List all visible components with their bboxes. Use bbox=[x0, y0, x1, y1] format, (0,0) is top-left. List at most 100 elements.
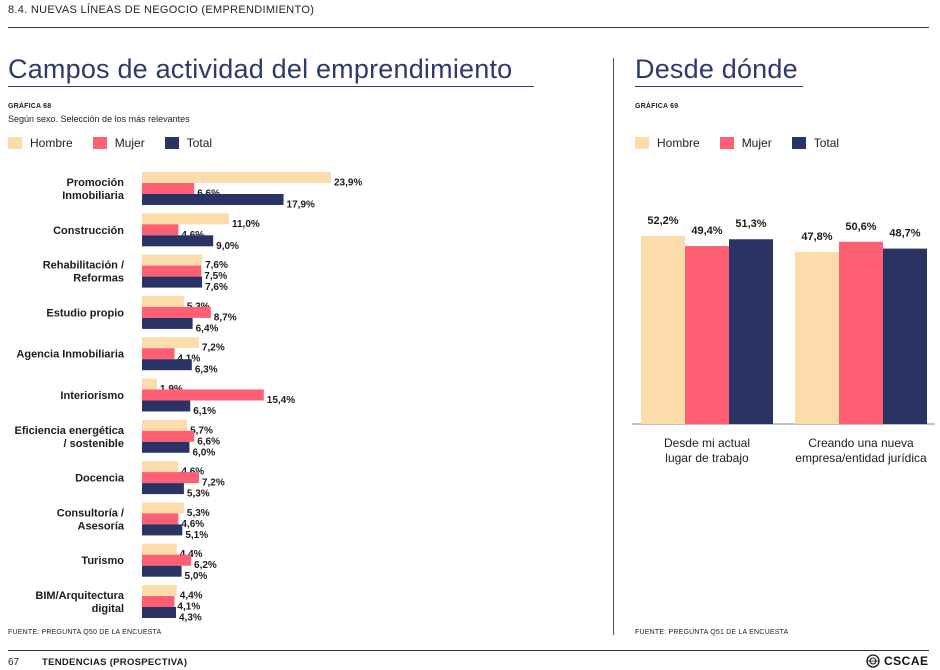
column-group-1: 47,8% 50,6% 48,7% Creando una nuevaempresa/… bbox=[795, 221, 927, 465]
left-figure-number: GRÁFICA 68 bbox=[8, 103, 52, 110]
bar-total bbox=[142, 607, 177, 618]
cscae-emblem-icon bbox=[866, 654, 880, 668]
category-label: BIM/Arquitectura bbox=[35, 590, 125, 602]
legend-swatch-mujer bbox=[719, 137, 734, 149]
data-label: 4,3% bbox=[179, 613, 202, 624]
right-figure-number: GRÁFICA 69 bbox=[635, 103, 679, 110]
left-source-note: FUENTE: PREGUNTA Q50 DE LA ENCUESTA bbox=[8, 629, 162, 636]
data-label: 5,0% bbox=[185, 571, 208, 582]
category-label: Construcción bbox=[53, 225, 124, 237]
left-legend: Hombre Mujer Total bbox=[8, 136, 232, 150]
data-label: 49,4% bbox=[691, 225, 722, 237]
column-hombre bbox=[641, 236, 685, 424]
data-label: 5,1% bbox=[185, 530, 208, 541]
bar-hombre bbox=[142, 419, 188, 431]
category-label: Agencia Inmobiliaria bbox=[16, 349, 124, 361]
data-label: 7,5% bbox=[204, 271, 227, 282]
data-label: 6,4% bbox=[196, 323, 219, 334]
right-title-underline bbox=[635, 86, 803, 87]
category-label: Eficiencia energética bbox=[15, 425, 125, 437]
category-label: Desde mi actual bbox=[664, 436, 750, 450]
category-label: / sostenible bbox=[63, 438, 124, 450]
category-label: digital bbox=[92, 603, 124, 615]
bar-group-7: Docencia4,6%7,2%5,3% bbox=[75, 461, 225, 500]
bar-mujer bbox=[142, 554, 192, 566]
data-label: 4,1% bbox=[177, 602, 200, 613]
data-label: 51,3% bbox=[735, 218, 766, 230]
bar-total bbox=[142, 483, 184, 495]
legend-item-mujer: Mujer bbox=[719, 136, 772, 150]
data-label: 5,3% bbox=[187, 489, 210, 500]
section-title: 8.4. NUEVAS LÍNEAS DE NEGOCIO (EMPRENDIM… bbox=[8, 4, 315, 16]
legend-label-hombre: Hombre bbox=[30, 136, 73, 150]
data-label: 50,6% bbox=[845, 221, 876, 233]
bar-total bbox=[142, 317, 193, 329]
right-chart-title: Desde dónde bbox=[635, 54, 798, 84]
column-mujer bbox=[839, 241, 883, 424]
bar-hombre bbox=[142, 502, 184, 514]
data-label: 9,0% bbox=[216, 241, 239, 252]
legend-swatch-total bbox=[791, 137, 806, 149]
data-label: 4,4% bbox=[180, 591, 203, 602]
category-label: Docencia bbox=[75, 473, 125, 485]
category-label: Rehabilitación / bbox=[43, 260, 124, 272]
category-label: Interiorismo bbox=[60, 390, 124, 402]
legend-item-hombre: Hombre bbox=[635, 136, 700, 150]
data-label: 23,9% bbox=[334, 178, 362, 189]
legend-label-mujer: Mujer bbox=[114, 136, 145, 150]
bar-hombre bbox=[142, 585, 177, 596]
cscae-logo: CSCAE bbox=[866, 654, 929, 668]
footer-divider bbox=[8, 650, 929, 651]
bar-hombre bbox=[142, 543, 177, 555]
data-label: 7,2% bbox=[202, 343, 225, 354]
bar-total bbox=[142, 524, 183, 536]
logo-text: CSCAE bbox=[884, 654, 929, 668]
right-source-note: FUENTE: PREGUNTA Q51 DE LA ENCUESTA bbox=[635, 629, 789, 636]
bar-total bbox=[142, 276, 203, 288]
data-label: 8,7% bbox=[214, 312, 237, 323]
left-title-underline bbox=[8, 86, 534, 87]
bar-group-6: Eficiencia energética/ sostenible 5,7%6,6… bbox=[15, 419, 220, 458]
column-mujer bbox=[685, 246, 729, 424]
left-chart-title: Campos de actividad del emprendimiento bbox=[8, 54, 513, 84]
category-label: Promoción bbox=[67, 177, 125, 189]
bar-mujer bbox=[142, 430, 195, 442]
column-total bbox=[729, 239, 773, 424]
legend-item-total: Total bbox=[791, 136, 840, 150]
data-label: 4,4% bbox=[180, 549, 203, 560]
bar-mujer bbox=[142, 183, 195, 194]
bar-total bbox=[142, 359, 192, 371]
data-label: 11,0% bbox=[232, 219, 260, 230]
page-number: 67 bbox=[8, 657, 20, 668]
data-label: 5,3% bbox=[187, 508, 210, 519]
data-label: 17,9% bbox=[287, 200, 315, 211]
bar-mujer bbox=[142, 224, 179, 236]
data-label: 7,6% bbox=[205, 282, 228, 293]
data-label: 6,6% bbox=[197, 436, 220, 447]
data-label: 6,2% bbox=[194, 560, 217, 571]
bar-mujer bbox=[142, 265, 202, 277]
legend-swatch-total bbox=[164, 137, 179, 149]
column-divider bbox=[613, 58, 614, 635]
bar-hombre bbox=[142, 213, 229, 225]
data-label: 5,7% bbox=[190, 425, 213, 436]
legend-label-total: Total bbox=[186, 136, 213, 150]
legend-label-total: Total bbox=[813, 136, 840, 150]
bar-hombre bbox=[142, 295, 184, 307]
bar-hombre bbox=[142, 378, 158, 390]
column-hombre bbox=[795, 251, 839, 424]
category-label: lugar de trabajo bbox=[665, 451, 749, 465]
bar-mujer bbox=[142, 596, 175, 607]
bar-mujer bbox=[142, 306, 211, 318]
bar-group-9: Turismo 4,4%6,2%5,0% bbox=[81, 543, 217, 582]
legend-swatch-hombre bbox=[8, 137, 22, 149]
column-total bbox=[883, 248, 927, 424]
bar-mujer bbox=[142, 348, 175, 360]
legend-item-total: Total bbox=[164, 136, 213, 150]
legend-item-hombre: Hombre bbox=[8, 136, 73, 150]
